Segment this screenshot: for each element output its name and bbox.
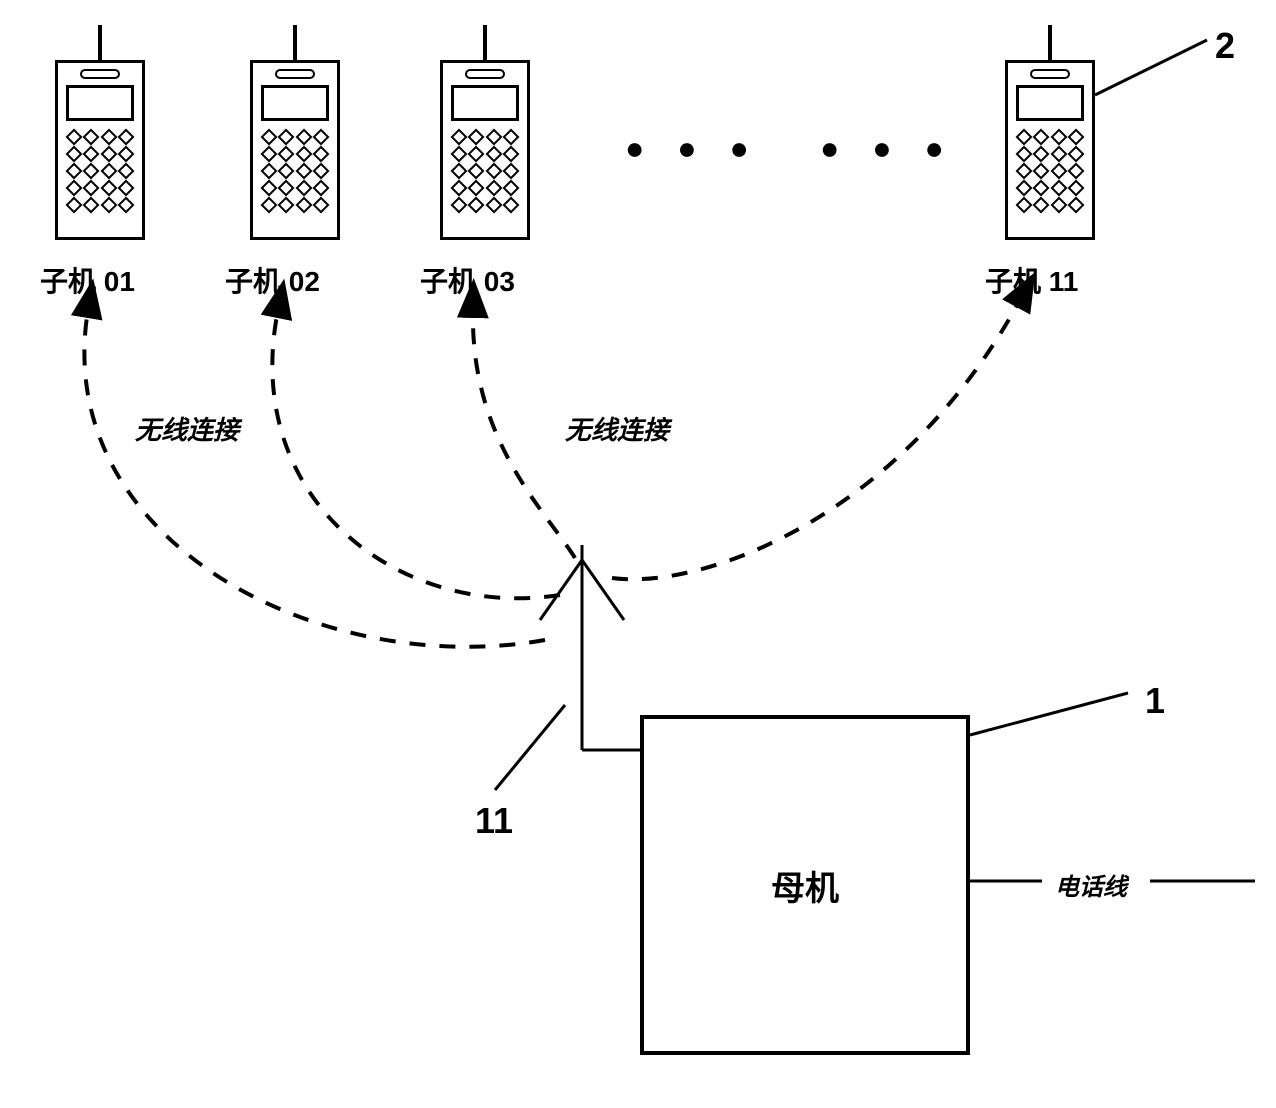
leader-line-11	[495, 705, 565, 790]
leader-line-2	[1095, 40, 1207, 95]
leader-line-1	[970, 693, 1128, 735]
wireless-curve-02	[272, 310, 560, 598]
antenna-icon	[483, 25, 487, 60]
phone-body	[1005, 60, 1095, 240]
screen-icon	[1016, 85, 1084, 121]
antenna-icon	[293, 25, 297, 60]
wireless-curve-11	[612, 300, 1020, 579]
antenna-left	[540, 560, 582, 620]
keypad-icon	[68, 131, 132, 211]
ref-number-11: 11	[475, 800, 513, 842]
phone-body	[440, 60, 530, 240]
wireless-label-2: 无线连接	[565, 410, 669, 447]
keypad-icon	[453, 131, 517, 211]
keypad-icon	[263, 131, 327, 211]
ellipsis-icon: ● ● ●	[820, 130, 956, 167]
base-station: 母机	[640, 715, 970, 1055]
antenna-right	[582, 560, 624, 620]
wireless-label-1: 无线连接	[135, 410, 239, 447]
handset-02	[250, 60, 340, 240]
speaker-icon	[275, 69, 315, 79]
screen-icon	[261, 85, 329, 121]
screen-icon	[451, 85, 519, 121]
handset-01	[55, 60, 145, 240]
handset-03-label: 子机 03	[420, 260, 515, 300]
wireless-curve-01	[84, 310, 545, 647]
wireless-curve-03	[473, 310, 575, 558]
handset-11	[1005, 60, 1095, 240]
keypad-icon	[1018, 131, 1082, 211]
antenna-icon	[1048, 25, 1052, 60]
speaker-icon	[80, 69, 120, 79]
handset-01-label: 子机 01	[40, 260, 135, 300]
ref-number-1: 1	[1145, 680, 1165, 722]
handset-02-label: 子机 02	[225, 260, 320, 300]
speaker-icon	[1030, 69, 1070, 79]
phone-body	[250, 60, 340, 240]
phone-line-label: 电话线	[1055, 867, 1127, 902]
antenna-icon	[98, 25, 102, 60]
ref-number-2: 2	[1215, 25, 1235, 67]
phone-body	[55, 60, 145, 240]
handset-11-label: 子机 11	[985, 260, 1078, 300]
handset-03	[440, 60, 530, 240]
speaker-icon	[465, 69, 505, 79]
screen-icon	[66, 85, 134, 121]
ellipsis-icon: ● ● ●	[625, 130, 761, 167]
base-station-label: 母机	[771, 861, 839, 910]
